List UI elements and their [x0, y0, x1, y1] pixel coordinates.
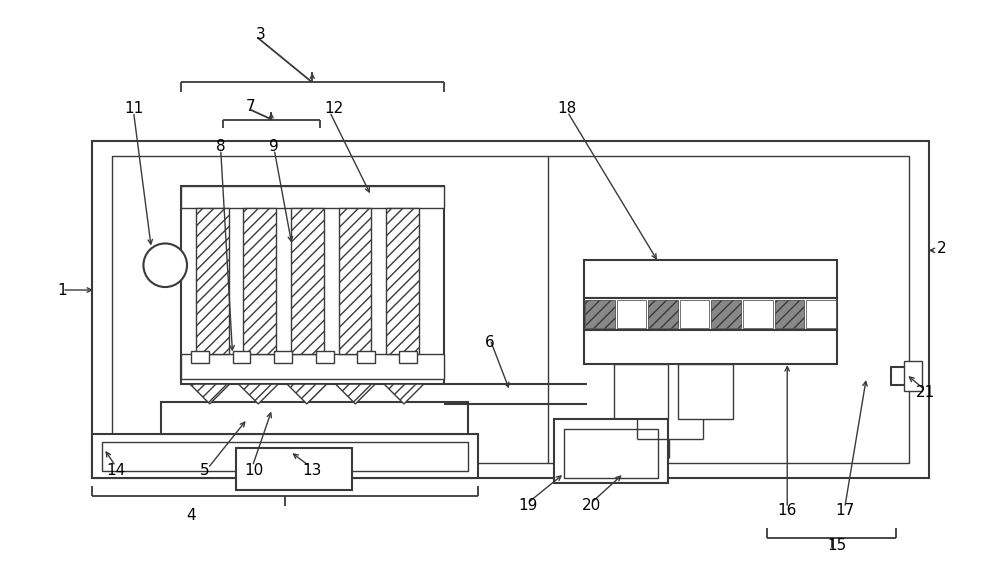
Text: 16: 16 [778, 503, 797, 518]
Bar [617, 300, 646, 328]
Bar [191, 352, 209, 363]
Bar [891, 367, 919, 385]
Text: 4: 4 [186, 508, 196, 524]
Text: 3: 3 [255, 27, 265, 42]
Text: 19: 19 [518, 498, 537, 514]
Text: 18: 18 [558, 101, 577, 116]
Bar [743, 300, 773, 328]
Bar [196, 208, 229, 354]
Text: 12: 12 [324, 101, 343, 116]
Bar [357, 352, 375, 363]
Bar [102, 441, 468, 471]
Bar [236, 448, 352, 490]
Bar [775, 300, 804, 328]
Bar [904, 361, 922, 391]
Bar [243, 208, 276, 354]
Bar [181, 186, 444, 379]
Bar [614, 364, 668, 419]
Bar [680, 300, 709, 328]
Bar [181, 354, 444, 379]
Bar [806, 300, 836, 328]
Polygon shape [287, 384, 327, 404]
Bar [339, 208, 371, 354]
Bar [554, 419, 668, 483]
Polygon shape [336, 384, 375, 404]
Bar [291, 208, 324, 354]
Bar [564, 429, 658, 478]
Text: 8: 8 [216, 139, 225, 154]
Text: 17: 17 [835, 503, 854, 518]
Text: 5: 5 [200, 463, 210, 478]
Text: 21: 21 [916, 385, 936, 399]
Bar [584, 298, 837, 329]
Bar [92, 142, 929, 478]
Text: 20: 20 [581, 498, 601, 514]
Text: 15: 15 [827, 538, 846, 553]
Text: 13: 13 [302, 463, 321, 478]
Bar [399, 352, 417, 363]
Bar [648, 300, 678, 328]
Polygon shape [384, 384, 424, 404]
Polygon shape [190, 384, 230, 404]
Bar [711, 300, 741, 328]
Text: 11: 11 [124, 101, 143, 116]
Text: 2: 2 [937, 241, 947, 256]
Bar [584, 260, 837, 298]
Bar [92, 434, 478, 478]
Text: 1: 1 [57, 283, 67, 297]
Bar [678, 364, 733, 419]
Bar [181, 186, 444, 208]
Text: 10: 10 [245, 463, 264, 478]
Text: 9: 9 [269, 139, 279, 154]
Text: 7: 7 [246, 99, 255, 114]
Bar [584, 329, 837, 364]
Bar [585, 300, 615, 328]
Circle shape [143, 244, 187, 287]
Bar [112, 156, 909, 463]
Bar [316, 352, 334, 363]
Text: 14: 14 [106, 463, 125, 478]
Bar [386, 208, 419, 354]
Bar [274, 352, 292, 363]
Bar [161, 402, 468, 434]
Text: 6: 6 [485, 335, 495, 350]
Polygon shape [239, 384, 278, 404]
Bar [233, 352, 250, 363]
Bar [181, 362, 444, 384]
